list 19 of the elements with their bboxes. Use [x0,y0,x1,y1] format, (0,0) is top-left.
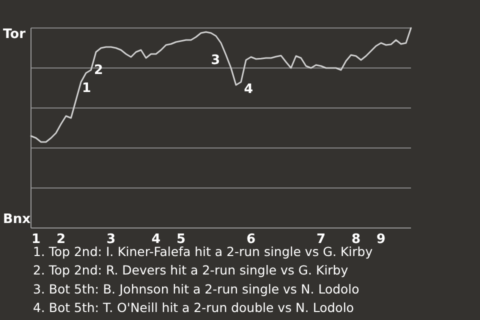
x-tick-label: 1 [31,232,41,247]
text: 2. Top 2nd: R. Devers hit a 2-run single vs G. Kirby [33,262,349,278]
x-tick-label: 6 [246,232,256,247]
x-tick-label: 4 [151,232,161,247]
annotation: 2 [94,63,104,78]
x-tick-label: 8 [351,232,361,247]
x-tick-label: 9 [376,232,386,247]
text: 3. Bot 5th: B. Johnson hit a 2-run single vs N. Lodolo [33,281,360,296]
annotation: 4 [244,82,254,97]
text: 4. Bot 5th: T. O'Neill hit a 2-run double vs N. Lodolo [33,300,354,316]
x-tick-label: 5 [176,232,186,247]
text: 1. Top 2nd: I. Kiner-Falefa hit a 2-run single vs G. Kirby [33,244,374,259]
x-tick-label: 2 [56,232,66,247]
text: Tor [3,27,26,42]
annotation: 3 [211,53,220,68]
x-tick-label: 3 [106,232,116,247]
annotation: 1 [82,81,92,96]
text: Bnx [3,212,32,227]
x-tick-label: 7 [316,232,326,247]
